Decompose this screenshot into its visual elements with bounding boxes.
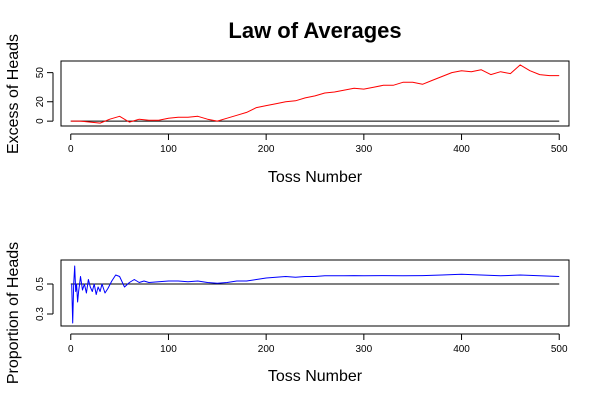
plot-frame xyxy=(60,259,570,327)
x-tick-label: 400 xyxy=(453,344,470,355)
y-tick-label: 0.3 xyxy=(35,307,46,321)
plot-frame xyxy=(60,60,570,127)
x-tick-label: 0 xyxy=(68,144,74,155)
y-tick-label: 0.5 xyxy=(35,277,46,291)
y-tick-label: 20 xyxy=(35,96,46,108)
x-tick-label: 300 xyxy=(356,344,373,355)
y-axis-title: Excess of Heads xyxy=(5,34,22,154)
x-tick-label: 200 xyxy=(258,144,275,155)
x-tick-label: 400 xyxy=(453,144,470,155)
proportion-of-heads-panel: 0 100 200 300 400 500 0.3 0.5 Toss Number Proport… xyxy=(5,242,570,385)
x-axis-title: Toss Number xyxy=(268,169,363,186)
series-line xyxy=(70,64,560,124)
x-tick-label: 100 xyxy=(160,344,177,355)
y-axis-title: Proportion of Heads xyxy=(5,242,22,384)
x-tick-label: 500 xyxy=(551,344,568,355)
series-line xyxy=(71,265,560,324)
excess-of-heads-panel: 0 100 200 300 400 500 0 20 50 Toss Number Excess o… xyxy=(5,34,570,186)
y-tick-label: 50 xyxy=(35,67,46,79)
chart-title: Law of Averages xyxy=(228,18,401,43)
x-tick-label: 500 xyxy=(551,144,568,155)
x-tick-label: 0 xyxy=(68,344,74,355)
x-axis-title: Toss Number xyxy=(268,368,363,385)
x-tick-label: 200 xyxy=(258,344,275,355)
x-tick-label: 300 xyxy=(356,144,373,155)
y-tick-label: 0 xyxy=(35,118,46,124)
x-tick-label: 100 xyxy=(160,144,177,155)
